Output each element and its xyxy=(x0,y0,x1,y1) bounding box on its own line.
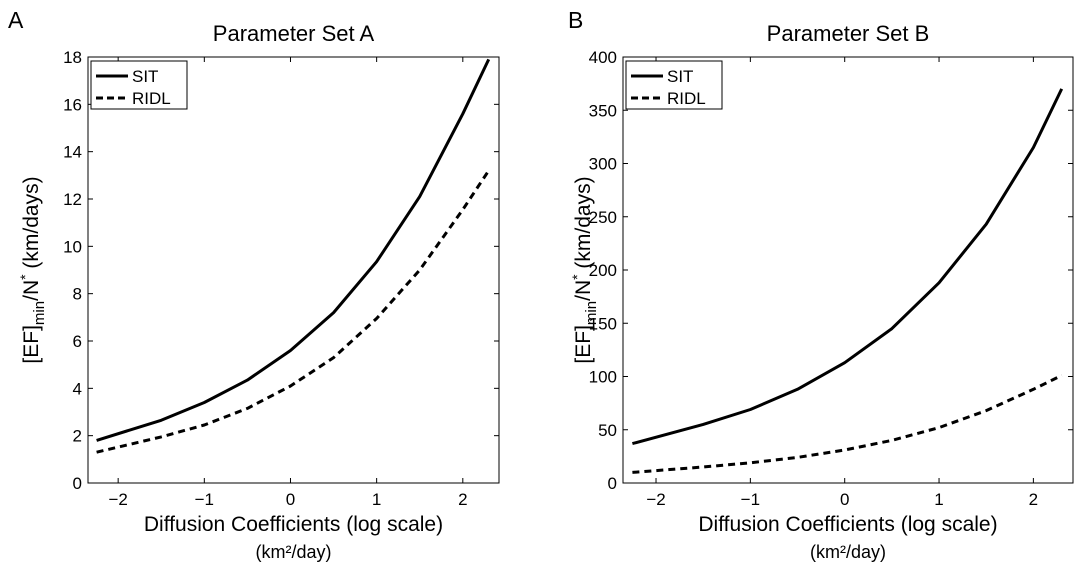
x-axis-units: (km²/day) xyxy=(810,542,886,562)
y-label-sup: * xyxy=(569,274,585,280)
x-tick-label: −2 xyxy=(108,490,127,509)
legend-label-ridl: RIDL xyxy=(132,89,171,108)
y-tick-label: 18 xyxy=(63,48,82,67)
y-tick-label: 0 xyxy=(608,474,617,493)
y-label-slash: /N xyxy=(20,280,43,301)
y-tick-label: 2 xyxy=(73,427,82,446)
x-tick-label: −1 xyxy=(195,490,214,509)
y-tick-label: 0 xyxy=(73,474,82,493)
x-tick-label: 1 xyxy=(372,490,381,509)
y-axis-label: [EF]min/N* (km/days) xyxy=(17,176,48,363)
y-tick-label: 12 xyxy=(63,190,82,209)
panel-b: B Parameter Set B 0 50 100 150 200 250 300 350 400… xyxy=(568,7,1074,562)
x-tick-label: 2 xyxy=(458,490,467,509)
x-tick-label: 0 xyxy=(286,490,295,509)
plot-area-frame xyxy=(87,56,500,484)
y-label-sup: * xyxy=(17,274,33,280)
x-tick-label: 0 xyxy=(840,490,849,509)
y-tick-label: 400 xyxy=(589,48,617,67)
chart-title: Parameter Set A xyxy=(213,21,375,46)
y-label-sub: min xyxy=(583,301,600,325)
x-tick-label: 2 xyxy=(1029,490,1038,509)
y-tick-label: 300 xyxy=(589,155,617,174)
chart-title: Parameter Set B xyxy=(767,21,930,46)
y-tick-label: 14 xyxy=(63,143,82,162)
y-tick-label: 350 xyxy=(589,101,617,120)
y-label-slash: /N xyxy=(572,280,595,301)
legend-label-sit: SIT xyxy=(667,67,693,86)
y-tick-label: 50 xyxy=(598,421,617,440)
y-tick-label: 200 xyxy=(589,261,617,280)
y-tick-label: 4 xyxy=(73,379,82,398)
x-axis-units: (km²/day) xyxy=(256,542,332,562)
panel-label: A xyxy=(8,7,24,33)
y-tick-label: 150 xyxy=(589,314,617,333)
plot-area-frame xyxy=(622,56,1074,484)
series-line-ridl xyxy=(632,374,1063,474)
y-tick-label: 250 xyxy=(589,208,617,227)
y-label-sub: min xyxy=(31,301,48,325)
y-tick-label: 100 xyxy=(589,368,617,387)
legend-label-ridl: RIDL xyxy=(667,89,706,108)
x-tick-label: −1 xyxy=(741,490,760,509)
y-tick-label: 10 xyxy=(63,237,82,256)
x-tick-label: −2 xyxy=(646,490,665,509)
x-axis-label: Diffusion Coefficients (log scale) xyxy=(698,513,997,536)
y-label-main: [EF] xyxy=(20,325,43,364)
y-tick-label: 16 xyxy=(63,95,82,114)
panel-label: B xyxy=(568,7,583,33)
y-label-units: (km/days) xyxy=(20,176,43,274)
legend-label-sit: SIT xyxy=(132,67,158,86)
series-line-sit xyxy=(632,88,1064,446)
legend-box xyxy=(90,60,188,110)
y-label-main: [EF] xyxy=(572,325,595,364)
x-axis-label: Diffusion Coefficients (log scale) xyxy=(144,513,443,536)
series-line-ridl xyxy=(96,169,490,454)
y-tick-label: 8 xyxy=(73,285,82,304)
legend-box xyxy=(625,60,723,110)
y-axis-label: [EF]min/N* (km/days) xyxy=(569,176,600,363)
y-label-units: (km/days) xyxy=(572,176,595,274)
y-tick-label: 6 xyxy=(73,332,82,351)
x-tick-label: 1 xyxy=(934,490,943,509)
series-line-sit xyxy=(96,58,491,442)
